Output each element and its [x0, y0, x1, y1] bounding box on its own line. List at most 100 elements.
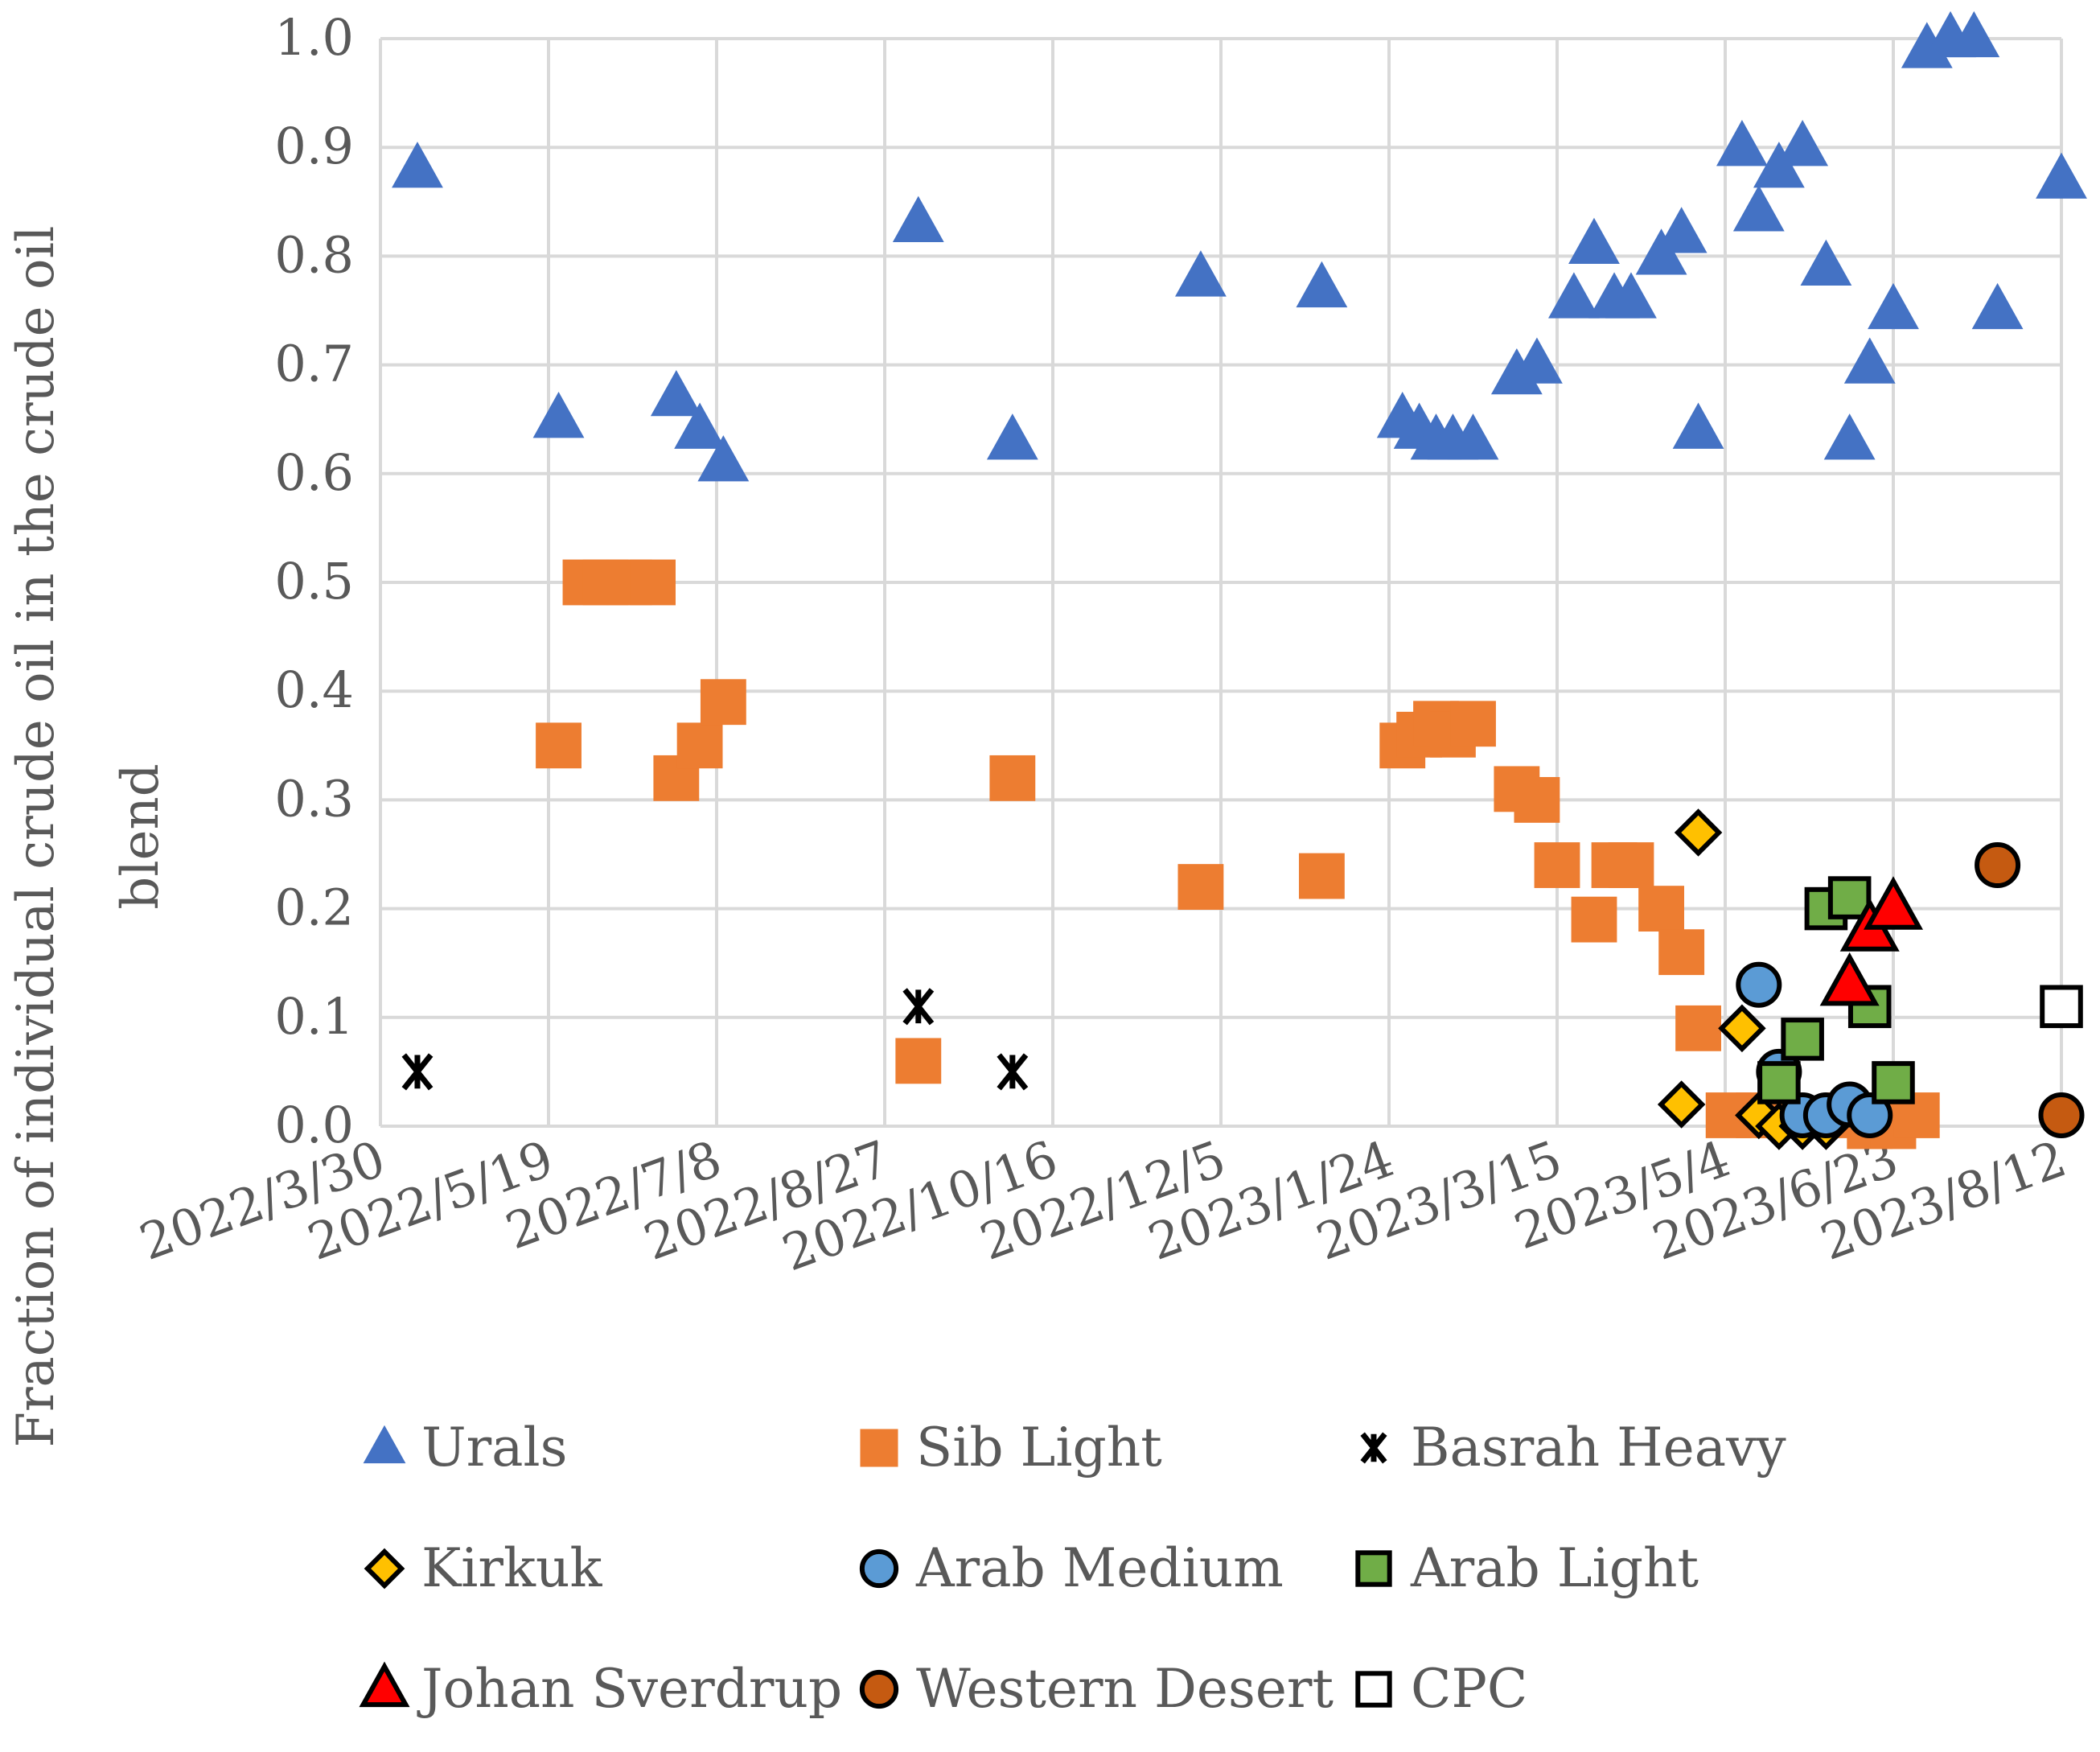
y-axis-title-line-2: blend: [111, 763, 171, 910]
urals-point: [1655, 207, 1708, 253]
legend-marker-cpc: [1355, 1671, 1392, 1708]
legend-item-johan-sverdrup: Johan Sverdrup: [359, 1658, 842, 1720]
arab-light-point: [1827, 876, 1872, 919]
legend-label-kirkuk: Kirkuk: [421, 1537, 602, 1599]
legend-item-arab-medium: Arab Medium: [859, 1537, 1284, 1599]
legend-label-sib-light: Sib Light: [916, 1417, 1162, 1479]
urals-point: [2036, 152, 2087, 199]
y-tick-label: 0.0: [274, 1096, 354, 1154]
cpc-point: [2040, 985, 2083, 1029]
legend-label-johan-sverdrup: Johan Sverdrup: [417, 1658, 842, 1720]
y-tick-label: 0.8: [274, 225, 354, 284]
urals-point: [1971, 282, 2024, 330]
legend-item-basrah-heavy: Basrah Heavy: [1360, 1417, 1786, 1479]
legend-marker-western-desert: [859, 1669, 899, 1709]
urals-point: [1777, 120, 1829, 167]
y-axis-ticks: 0.0 0.1 0.2 0.3 0.4 0.5 0.6 0.7 0.8 0.9 1.0: [274, 8, 354, 1154]
y-tick-label: 0.2: [274, 878, 354, 937]
sib-light-point: [1450, 701, 1496, 747]
sib-light-point: [1534, 842, 1580, 888]
urals-point: [1843, 337, 1896, 384]
sib-light-point: [1514, 776, 1560, 823]
urals-point: [1511, 337, 1563, 384]
legend-marker-arab-light: [1355, 1550, 1392, 1587]
legend-item-sib-light: Sib Light: [860, 1417, 1162, 1479]
y-tick-label: 1.0: [274, 8, 354, 67]
x-axis-ticks: 2022/3/302022/5/192022/7/82022/8/272022/…: [132, 1129, 2073, 1282]
urals-point: [1868, 282, 1919, 330]
y-tick-label: 0.7: [274, 335, 354, 393]
johan-sverdrup-point: [1819, 952, 1880, 1006]
legend-item-urals: Urals: [363, 1417, 568, 1479]
data-points: [392, 10, 2087, 1150]
urals-point: [674, 402, 725, 449]
y-tick-label: 0.1: [274, 987, 354, 1046]
series-arab-light: [1757, 876, 1915, 1104]
legend-label-western-desert: Western Desert: [916, 1658, 1334, 1720]
urals-point: [1672, 402, 1724, 449]
y-tick-label: 0.3: [274, 769, 354, 828]
series-urals: [392, 10, 2087, 482]
sib-light-point: [1571, 896, 1617, 943]
sib-light-point: [895, 1038, 942, 1084]
series-cpc: [2040, 985, 2083, 1029]
y-tick-label: 0.9: [274, 117, 354, 175]
y-tick-label: 0.6: [274, 443, 354, 502]
sib-light-point: [1298, 853, 1345, 899]
urals-point: [892, 195, 944, 242]
legend-marker-basrah-heavy: [1360, 1432, 1387, 1464]
sib-light-point: [536, 722, 582, 769]
legend-item-cpc: CPC: [1355, 1658, 1527, 1720]
arab-light-point: [1757, 1061, 1801, 1104]
urals-point: [1605, 272, 1657, 319]
arab-light-point: [1872, 1061, 1915, 1104]
y-axis-title: Fraction of individual crude oil in the …: [6, 226, 171, 1448]
series-johan-sverdrup: [1819, 876, 1924, 1006]
basrah-heavy-point: [997, 1053, 1029, 1091]
urals-point: [532, 392, 585, 438]
urals-point: [1296, 261, 1348, 308]
urals-point: [1716, 120, 1768, 167]
legend-label-arab-light: Arab Light: [1410, 1537, 1699, 1599]
sib-light-point: [630, 559, 676, 606]
sib-light-point: [1177, 864, 1224, 910]
legend-marker-kirkuk: [364, 1548, 405, 1590]
legend-label-cpc: CPC: [1411, 1658, 1527, 1720]
basrah-heavy-point: [401, 1053, 434, 1091]
series-western-desert: [1975, 842, 2085, 1138]
urals-point: [1732, 185, 1785, 232]
urals-point: [650, 369, 702, 417]
legend-marker-urals: [363, 1425, 406, 1464]
y-axis-title-line-1: Fraction of individual crude oil in the …: [6, 226, 66, 1448]
legend-item-arab-light: Arab Light: [1355, 1537, 1699, 1599]
legend-marker-sib-light: [860, 1429, 898, 1467]
urals-point: [1800, 239, 1852, 286]
basrah-heavy-point: [902, 988, 935, 1026]
y-tick-label: 0.5: [274, 552, 354, 611]
urals-point: [392, 142, 443, 188]
sib-light-point: [1608, 842, 1654, 888]
urals-point: [1823, 413, 1876, 460]
western-desert-point: [1975, 842, 2021, 889]
series-basrah-heavy: [401, 988, 1029, 1091]
urals-point: [697, 435, 750, 482]
kirkuk-point: [1718, 1004, 1766, 1053]
legend: Urals Sib Light Basrah Heavy Kirkuk Arab Med…: [359, 1417, 1786, 1720]
kirkuk-point: [1674, 808, 1723, 857]
urals-point: [1447, 413, 1499, 460]
legend-label-arab-medium: Arab Medium: [915, 1537, 1284, 1599]
sib-light-point: [1675, 1005, 1721, 1051]
sib-light-point: [700, 679, 746, 726]
urals-point: [986, 413, 1038, 460]
urals-point: [1948, 10, 2000, 58]
legend-label-basrah-heavy: Basrah Heavy: [1411, 1417, 1786, 1479]
western-desert-point: [2038, 1092, 2085, 1138]
legend-marker-arab-medium: [859, 1548, 899, 1589]
legend-label-urals: Urals: [421, 1417, 568, 1479]
legend-item-western-desert: Western Desert: [859, 1658, 1334, 1720]
sib-light-point: [1658, 929, 1705, 976]
urals-point: [1568, 217, 1620, 265]
arab-medium-point: [1736, 961, 1782, 1008]
